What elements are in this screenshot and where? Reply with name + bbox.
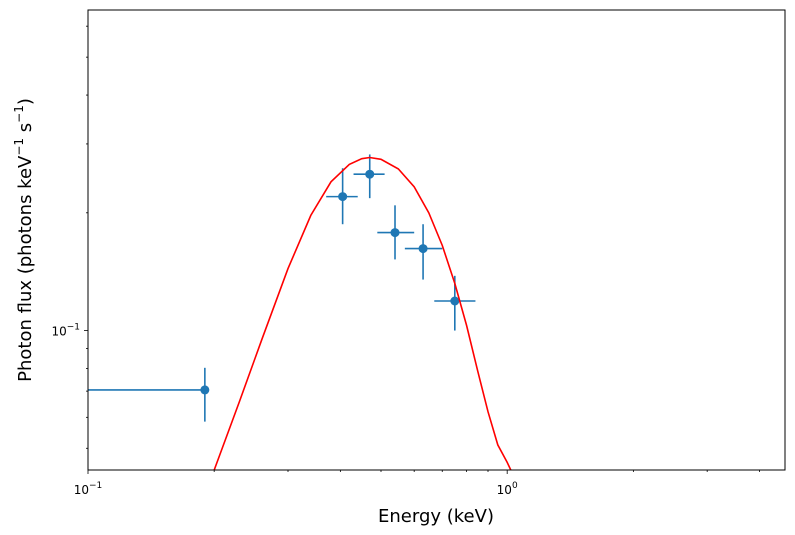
y-axis-label-suffix: ) <box>15 98 36 105</box>
x-tick-label-exponent: 0 <box>512 481 518 491</box>
data-point <box>390 228 400 238</box>
x-tick-label: 10−1 <box>74 481 103 497</box>
model-curve <box>213 156 512 470</box>
data-point <box>418 244 428 254</box>
y-tick-label: 10−1 <box>51 323 80 339</box>
data-point <box>200 385 210 395</box>
plot-area <box>88 154 512 470</box>
y-tick-label-base: 10 <box>51 325 66 339</box>
y-axis-label-prefix: Photon flux (photons keV <box>15 155 36 382</box>
y-axis-label: Photon flux (photons keV−1 s−1) <box>12 98 36 382</box>
data-point <box>338 192 348 202</box>
x-tick-label-base: 10 <box>74 483 89 497</box>
plot-background <box>88 10 785 470</box>
x-tick-label-base: 10 <box>497 483 512 497</box>
data-point <box>365 169 375 179</box>
x-tick-label: 100 <box>497 481 518 497</box>
y-axis-label-exp-1: −1 <box>12 138 26 156</box>
x-axis-label: Energy (keV) <box>378 506 494 527</box>
data-point <box>450 296 460 306</box>
plot-frame <box>87 9 786 471</box>
y-tick-label-exponent: −1 <box>67 323 80 333</box>
y-axis-label-exp-2: −1 <box>12 105 26 123</box>
x-tick-label-exponent: −1 <box>89 481 102 491</box>
y-axis-label-mid: s <box>15 123 36 138</box>
